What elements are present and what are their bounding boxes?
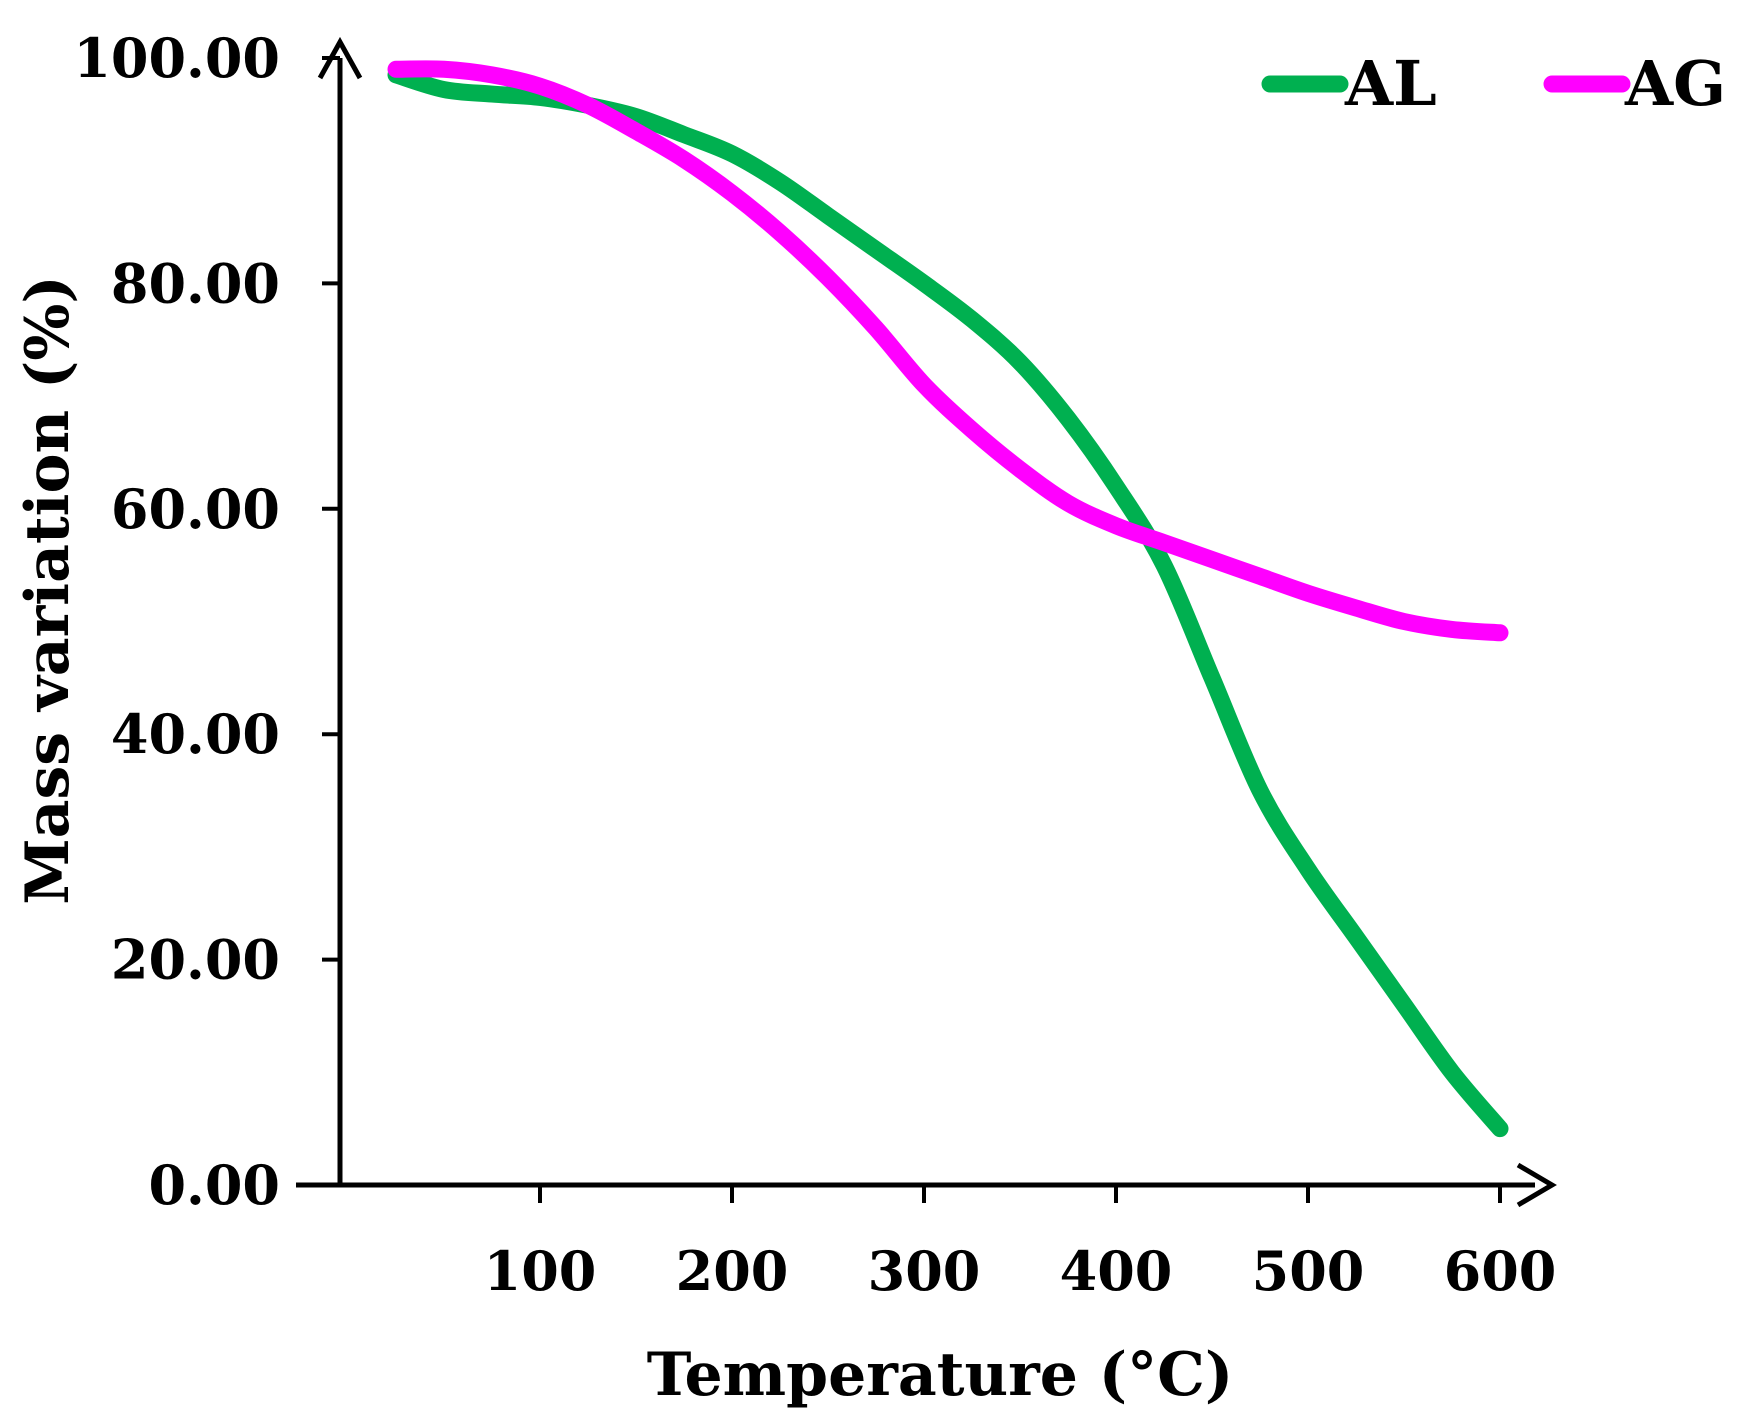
y-tick-label: 40.00 (111, 702, 280, 766)
legend: AL AG (1261, 47, 1726, 120)
y-tick-label: 80.00 (111, 251, 280, 315)
x-tick-label: 300 (868, 1239, 981, 1303)
x-axis-arrow (1516, 1162, 1557, 1208)
series-layer (387, 60, 1509, 1138)
y-ticks: 0.00 20.00 40.00 60.00 80.00 100.00 (73, 26, 340, 1217)
x-tick-label: 500 (1252, 1239, 1365, 1303)
x-tick-label: 100 (484, 1239, 597, 1303)
x-tick-label: 200 (676, 1239, 789, 1303)
series-line-ag (387, 60, 1509, 642)
y-tick-label: 20.00 (111, 928, 280, 992)
y-axis-arrow (317, 36, 363, 80)
legend-label-al: AL (1344, 47, 1437, 120)
y-tick-label: 0.00 (148, 1153, 280, 1217)
y-axis-title: Mass variation (%) (13, 275, 83, 905)
x-axis-title: Temperature (°C) (647, 1340, 1234, 1410)
y-tick-label: 100.00 (73, 26, 280, 90)
x-tick-label: 600 (1444, 1239, 1557, 1303)
legend-label-ag: AG (1624, 47, 1726, 120)
x-tick-label: 400 (1060, 1239, 1173, 1303)
x-ticks: 100 200 300 400 500 600 (484, 1185, 1557, 1303)
y-tick-label: 60.00 (111, 477, 280, 541)
